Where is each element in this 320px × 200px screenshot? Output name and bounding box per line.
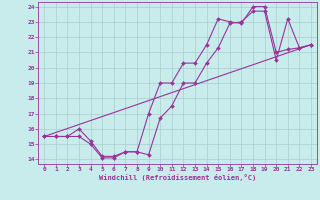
X-axis label: Windchill (Refroidissement éolien,°C): Windchill (Refroidissement éolien,°C) xyxy=(99,174,256,181)
